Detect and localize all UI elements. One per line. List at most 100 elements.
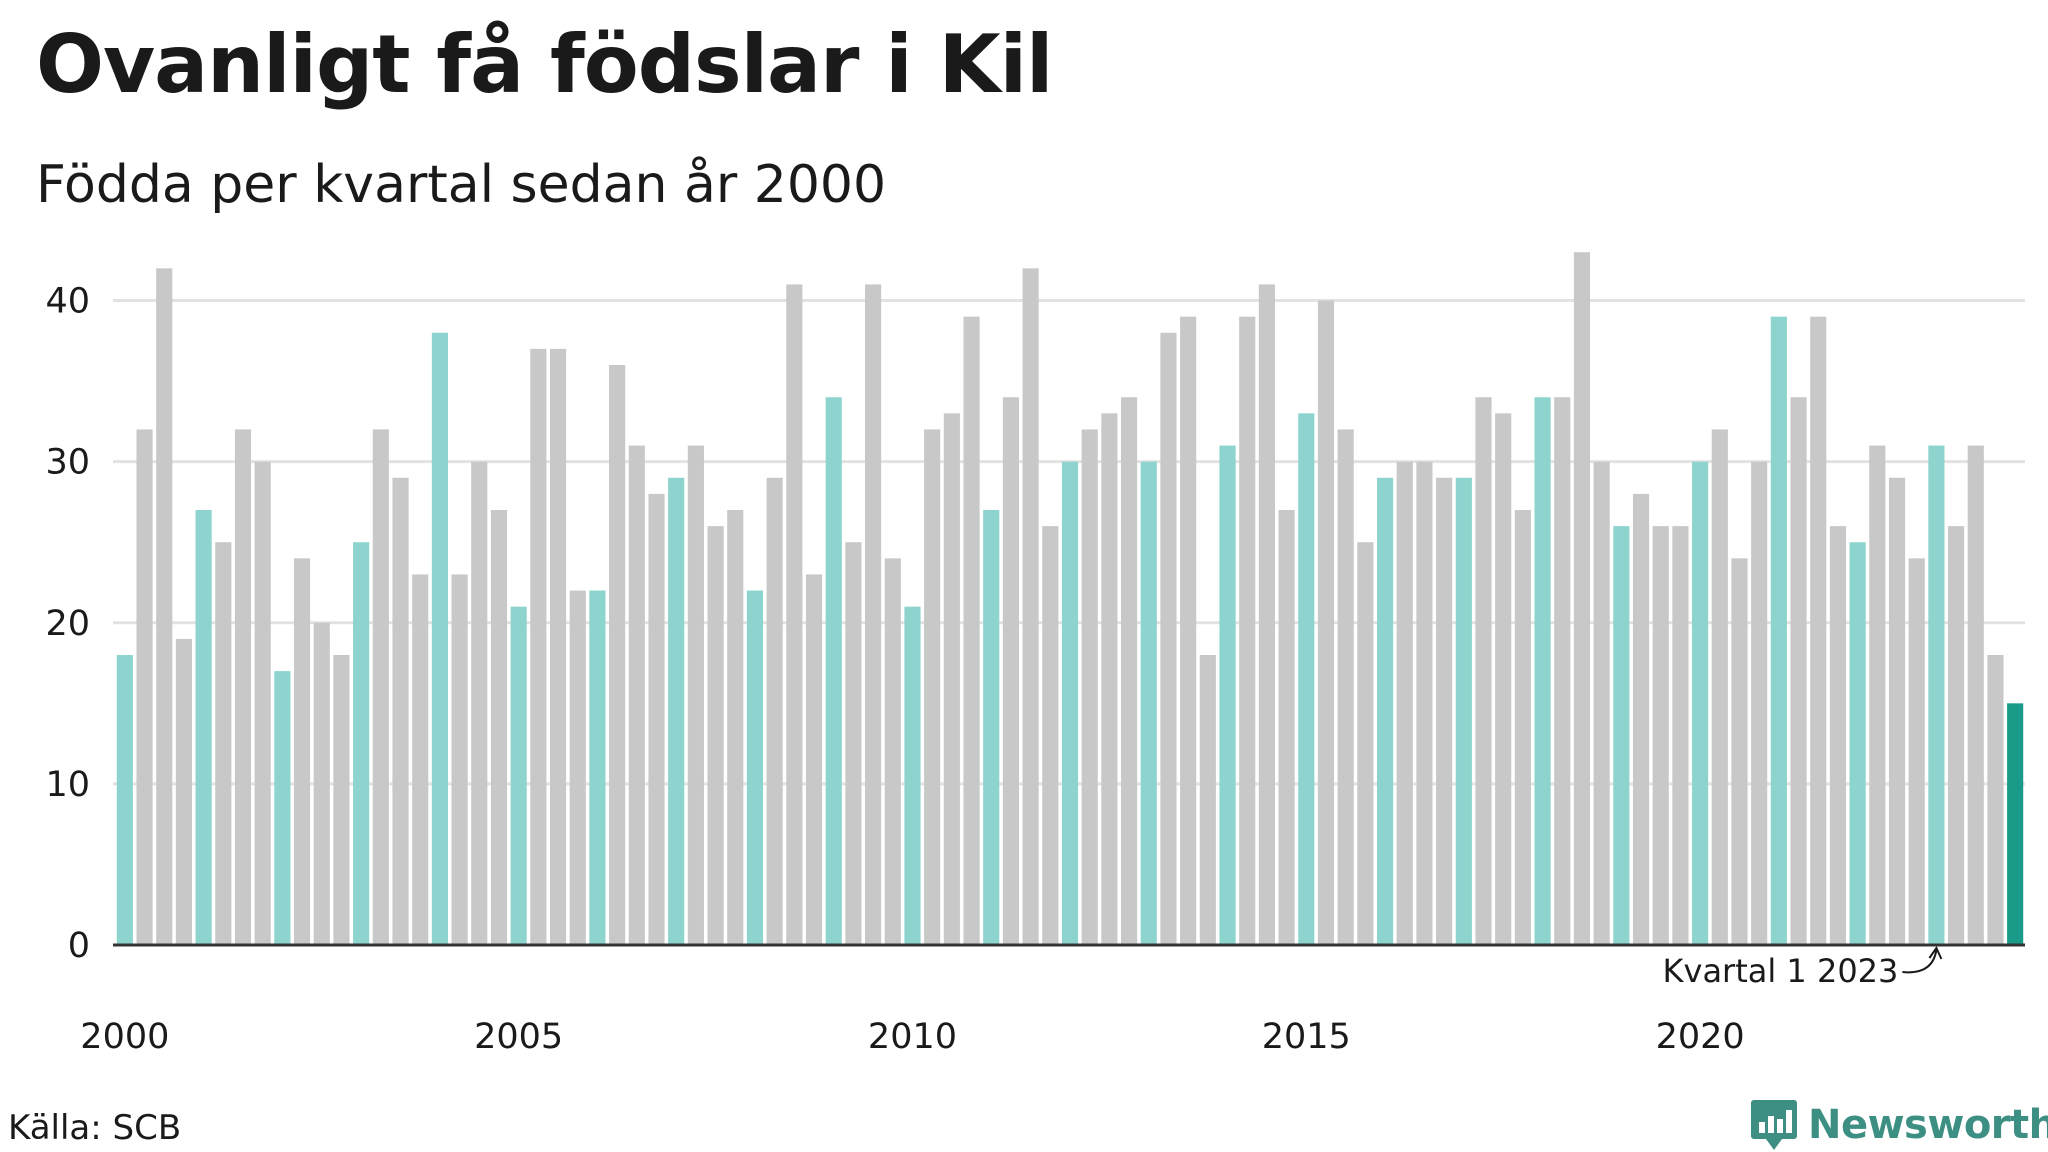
bar-2015-q2 — [1317, 300, 1335, 945]
bar-2014-q2 — [1239, 316, 1256, 946]
bar-2015-q4 — [1357, 542, 1374, 945]
bar-2016-q1 — [1376, 477, 1394, 945]
bar-2000-q1 — [116, 655, 133, 945]
source-label: Källa: SCB — [8, 1108, 182, 1148]
bar-2010-q3 — [943, 413, 960, 945]
brand-name: Newsworthy — [1808, 1102, 2048, 1148]
bar-2022-q1 — [1849, 542, 1866, 945]
bar-2006-q2 — [609, 365, 626, 945]
bar-2014-q4 — [1278, 510, 1295, 945]
bar-2020-q2 — [1711, 429, 1728, 945]
x-tick-label: 2000 — [80, 1017, 169, 1057]
bar-2008-q4 — [805, 574, 823, 945]
bar-2012-q4 — [1120, 397, 1138, 945]
bar-2001-q1 — [195, 510, 212, 945]
bar-2002-q3 — [313, 622, 330, 945]
annotation-label: Kvartal 1 2023 — [1663, 952, 1899, 990]
bar-2024-q1 — [2007, 703, 2024, 945]
bar-2017-q4 — [1514, 510, 1531, 945]
bar-2013-q1 — [1140, 461, 1157, 945]
bar-2008-q3 — [786, 284, 803, 945]
bar-2011-q2 — [1002, 397, 1020, 945]
bar-2013-q2 — [1160, 332, 1177, 945]
bar-2016-q4 — [1436, 477, 1453, 945]
brand-logo: Newsworthy — [1750, 1098, 2048, 1152]
bar-2013-q3 — [1180, 316, 1197, 946]
bar-2003-q4 — [412, 574, 429, 945]
bar-2019-q2 — [1632, 493, 1650, 945]
bar-2004-q2 — [451, 574, 468, 945]
bar-2011-q4 — [1042, 526, 1059, 945]
bar-2015-q3 — [1337, 429, 1354, 945]
bar-2021-q1 — [1770, 316, 1787, 946]
bar-2022-q2 — [1869, 445, 1886, 945]
bar-2021-q4 — [1829, 526, 1847, 945]
bar-2004-q3 — [471, 461, 488, 945]
bar-2018-q4 — [1593, 461, 1610, 945]
bar-2005-q4 — [569, 590, 586, 945]
bar-2007-q3 — [707, 526, 724, 945]
bar-2011-q1 — [983, 510, 1000, 945]
bar-2022-q4 — [1908, 558, 1925, 945]
bar-2016-q2 — [1396, 461, 1413, 945]
bar-2018-q1 — [1534, 397, 1551, 945]
bar-2020-q3 — [1731, 558, 1748, 945]
bar-2020-q4 — [1751, 461, 1768, 945]
bar-2006-q1 — [589, 590, 606, 945]
bar-2000-q2 — [136, 429, 153, 945]
x-tick-label: 2005 — [474, 1017, 563, 1057]
bar-2009-q3 — [865, 284, 882, 945]
bar-2017-q2 — [1475, 397, 1492, 945]
bar-2006-q3 — [628, 445, 645, 945]
bar-2001-q2 — [215, 542, 232, 945]
y-tick-label: 10 — [45, 765, 90, 805]
bar-2017-q1 — [1455, 477, 1472, 945]
bar-2003-q2 — [372, 429, 389, 945]
y-tick-label: 0 — [68, 926, 90, 966]
bar-2005-q3 — [549, 348, 567, 945]
bar-2006-q4 — [648, 493, 665, 945]
x-tick-label: 2015 — [1262, 1017, 1351, 1057]
bar-2023-q4 — [1987, 655, 2004, 945]
y-tick-label: 40 — [45, 282, 90, 322]
bar-2019-q1 — [1613, 526, 1630, 945]
bar-2010-q2 — [924, 429, 941, 945]
bar-2007-q4 — [727, 510, 744, 945]
annotation-arrow — [1902, 949, 1938, 974]
bar-2018-q3 — [1573, 252, 1591, 945]
bar-2003-q1 — [353, 542, 370, 945]
bar-2004-q4 — [490, 510, 508, 945]
annotation-arrowhead — [1928, 945, 1943, 960]
bar-2023-q3 — [1967, 445, 1984, 945]
bar-2015-q1 — [1298, 413, 1315, 945]
bar-2012-q1 — [1061, 461, 1079, 945]
bar-2005-q2 — [530, 348, 547, 945]
bar-2011-q3 — [1022, 268, 1039, 945]
bar-2019-q3 — [1652, 526, 1669, 945]
bar-2013-q4 — [1199, 655, 1216, 945]
bar-2002-q1 — [274, 671, 291, 945]
y-tick-label: 30 — [45, 443, 90, 483]
bar-2000-q4 — [175, 638, 192, 945]
chart-subtitle: Födda per kvartal sedan år 2000 — [36, 155, 887, 215]
bar-2002-q2 — [293, 558, 311, 945]
bar-2000-q3 — [156, 268, 173, 945]
bar-2020-q1 — [1692, 461, 1709, 945]
bar-2014-q1 — [1219, 445, 1236, 945]
chart-title: Ovanligt få födslar i Kil — [36, 18, 1053, 111]
bar-2016-q3 — [1416, 461, 1433, 945]
bar-2008-q2 — [766, 477, 783, 945]
bar-2021-q3 — [1810, 316, 1827, 946]
x-tick-label: 2010 — [868, 1017, 957, 1057]
bar-2007-q1 — [668, 477, 685, 945]
newsworthy-logo-icon — [1751, 1100, 1797, 1150]
bar-2007-q2 — [687, 445, 704, 945]
bar-2012-q3 — [1101, 413, 1118, 945]
bar-2005-q1 — [510, 606, 527, 945]
bar-2004-q1 — [431, 332, 448, 945]
bar-2001-q4 — [254, 461, 271, 945]
bar-2021-q2 — [1790, 397, 1807, 945]
x-tick-label: 2020 — [1656, 1017, 1745, 1057]
bar-2022-q3 — [1888, 477, 1906, 945]
